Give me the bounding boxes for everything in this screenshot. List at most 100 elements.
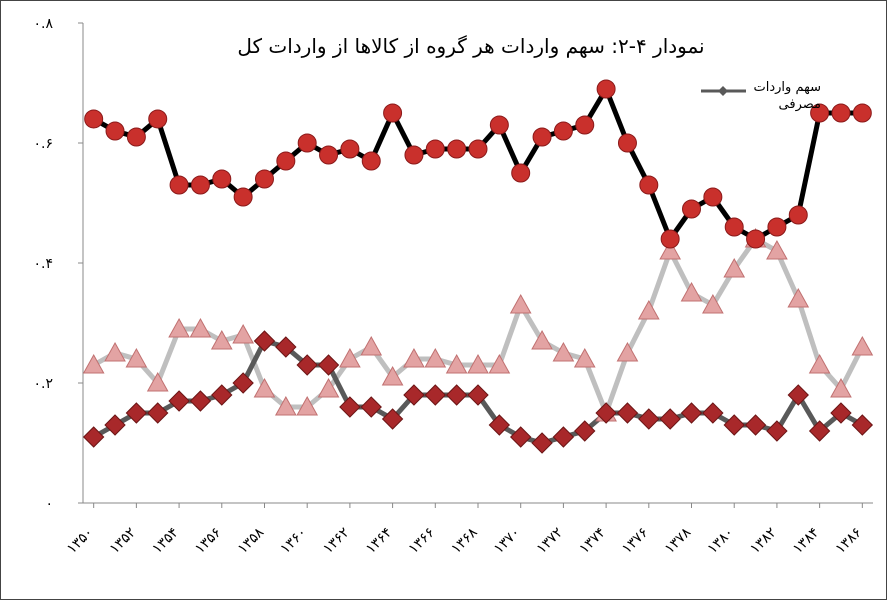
point xyxy=(724,217,744,237)
point xyxy=(723,414,745,436)
point xyxy=(810,103,830,123)
point xyxy=(595,402,617,424)
point xyxy=(147,402,169,424)
point xyxy=(445,353,468,374)
point xyxy=(767,217,787,237)
point xyxy=(339,396,361,418)
point xyxy=(787,287,810,308)
x-tick-label: ۱۳۷۴ xyxy=(576,525,609,558)
x-tick-label: ۱۳۵۸ xyxy=(235,524,268,557)
point xyxy=(532,127,552,147)
x-tick-label: ۱۳۶۲ xyxy=(320,525,353,558)
point xyxy=(319,145,339,165)
point xyxy=(596,79,616,99)
point xyxy=(381,408,404,430)
point xyxy=(253,330,276,352)
x-tick-label: ۱۳۵۲ xyxy=(107,525,140,558)
point xyxy=(403,384,425,406)
point xyxy=(851,414,874,436)
point xyxy=(210,329,233,350)
point xyxy=(659,239,682,260)
y-tick-label: ۰.۴ xyxy=(34,256,54,272)
point xyxy=(232,372,254,394)
point xyxy=(808,353,831,374)
point xyxy=(361,151,381,171)
point xyxy=(404,145,424,165)
point xyxy=(660,229,680,249)
x-tick-label: ۱۳۸۲ xyxy=(747,525,780,558)
point xyxy=(254,169,274,189)
point xyxy=(637,299,660,320)
x-tick-label: ۱۳۷۰ xyxy=(491,525,524,558)
x-tick-label: ۱۳۷۶ xyxy=(619,525,652,558)
point xyxy=(146,371,169,392)
point xyxy=(682,199,702,219)
point xyxy=(746,229,766,249)
point xyxy=(104,341,126,362)
point xyxy=(552,341,575,362)
point xyxy=(851,335,874,356)
point xyxy=(169,175,189,195)
y-tick-label: ۰.۸ xyxy=(34,16,54,32)
point xyxy=(830,377,852,398)
point xyxy=(189,317,212,338)
x-tick-label: ۱۳۶۰ xyxy=(277,525,310,558)
point xyxy=(296,354,318,376)
point xyxy=(403,347,425,368)
point xyxy=(383,103,403,123)
point xyxy=(488,414,511,436)
point xyxy=(509,293,532,314)
point xyxy=(639,175,659,195)
x-tick-label: ۱۳۷۸ xyxy=(662,524,695,557)
x-tick-label: ۱۳۸۶ xyxy=(833,525,866,558)
y-tick-label: ۰ xyxy=(45,496,53,512)
point xyxy=(82,426,105,448)
point xyxy=(425,139,445,159)
point xyxy=(659,408,681,430)
y-tick-label: ۰.۶ xyxy=(34,136,54,152)
point xyxy=(509,426,532,448)
point xyxy=(253,377,276,398)
point xyxy=(212,169,232,189)
point xyxy=(575,115,595,135)
x-tick-label: ۱۳۷۲ xyxy=(534,525,567,558)
point xyxy=(531,329,553,350)
point xyxy=(276,151,296,171)
x-tick-label: ۱۳۵۴ xyxy=(149,525,182,558)
point xyxy=(489,115,509,135)
point xyxy=(148,109,168,129)
chart-title: نمودار ۴-۲: سهم واردات هر گروه از کالاها… xyxy=(237,34,704,58)
point xyxy=(831,103,851,123)
point xyxy=(424,384,447,406)
point xyxy=(317,377,340,398)
point xyxy=(274,395,297,416)
point xyxy=(766,420,788,442)
point xyxy=(787,384,809,406)
point xyxy=(766,239,788,260)
point xyxy=(211,384,233,406)
point xyxy=(830,402,852,424)
point xyxy=(340,139,360,159)
point xyxy=(190,175,210,195)
point xyxy=(189,390,212,412)
legend-swatch-marker xyxy=(718,86,728,96)
point xyxy=(744,414,767,436)
point xyxy=(445,384,468,406)
point xyxy=(638,408,660,430)
x-tick-label: ۱۳۶۸ xyxy=(448,524,481,557)
point xyxy=(616,402,639,424)
point xyxy=(82,353,105,374)
point xyxy=(360,335,383,356)
point xyxy=(232,323,254,344)
point xyxy=(553,121,573,141)
point xyxy=(126,127,146,147)
point xyxy=(680,402,703,424)
point xyxy=(447,139,467,159)
x-tick-label: ۱۳۸۰ xyxy=(704,525,737,558)
point xyxy=(168,317,190,338)
x-tick-label: ۱۳۶۶ xyxy=(406,525,439,558)
series-line xyxy=(92,86,863,242)
point xyxy=(573,347,596,368)
legend-label: سهم واردات مصرفی xyxy=(753,80,821,112)
